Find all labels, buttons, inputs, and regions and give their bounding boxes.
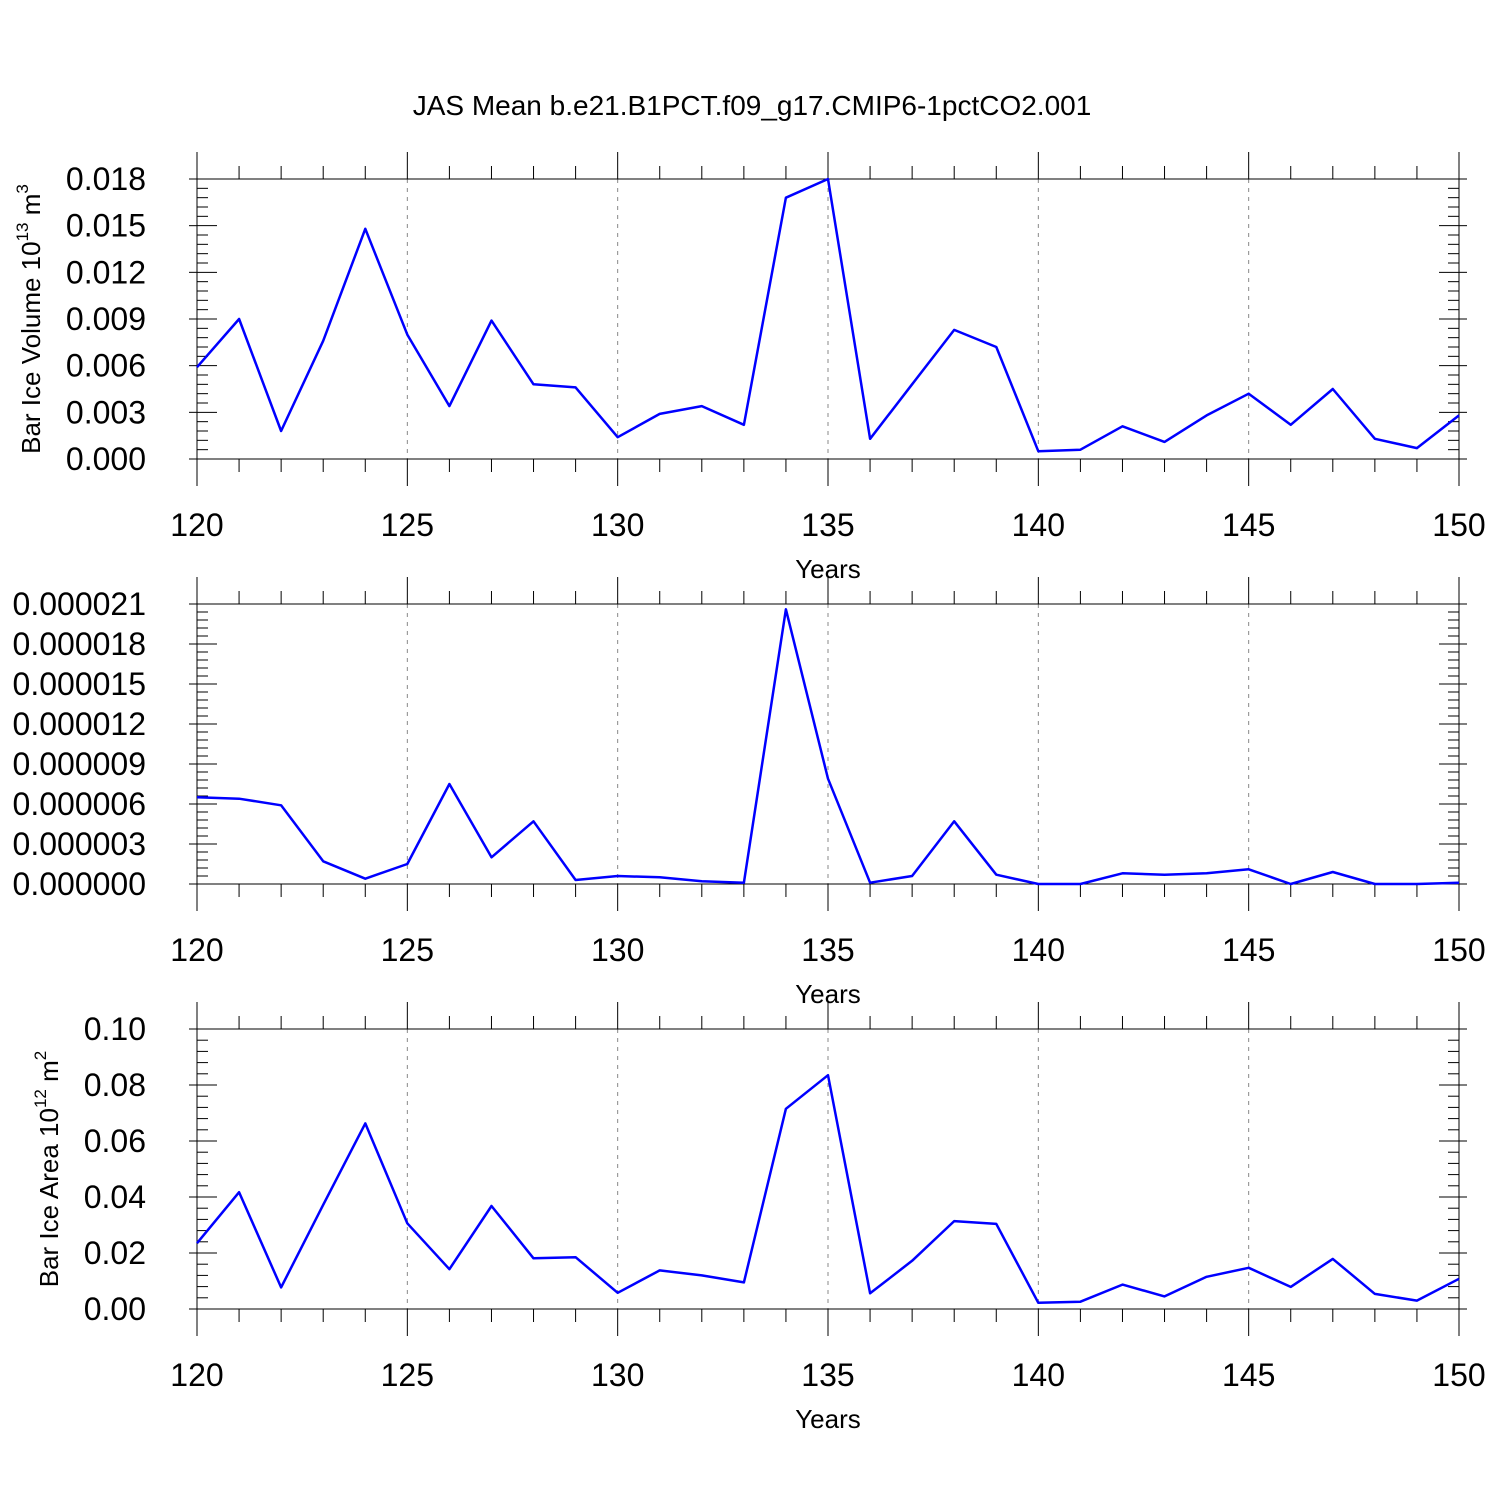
y-tick-label: 0.015 bbox=[66, 208, 146, 244]
x-tick-label: 125 bbox=[381, 932, 434, 968]
y-tick-label: 0.006 bbox=[66, 348, 146, 384]
y-tick-label: 0.000003 bbox=[13, 826, 146, 862]
x-tick-label: 135 bbox=[801, 507, 854, 543]
x-tick-label: 140 bbox=[1012, 932, 1065, 968]
x-tick-label: 120 bbox=[170, 932, 223, 968]
y-tick-label: 0.000021 bbox=[13, 586, 146, 622]
series-line bbox=[196, 608, 1460, 886]
y-axis-label: Bar Ice Volume 1013 m3 bbox=[13, 184, 46, 454]
x-tick-label: 140 bbox=[1012, 507, 1065, 543]
x-tick-label: 120 bbox=[170, 1357, 223, 1393]
x-axis-label: Years bbox=[795, 1404, 861, 1434]
chart-panel-1: 120 125 130 135 140 145 150 0.000 0.003 0.006 0.00… bbox=[13, 152, 1486, 584]
x-tick-label: 130 bbox=[591, 1357, 644, 1393]
x-tick-label: 125 bbox=[381, 1357, 434, 1393]
x-tick-label: 145 bbox=[1222, 507, 1275, 543]
x-tick-label: 130 bbox=[591, 507, 644, 543]
figure-title: JAS Mean b.e21.B1PCT.f09_g17.CMIP6-1pctC… bbox=[413, 90, 1092, 121]
x-tick-label: 150 bbox=[1432, 932, 1485, 968]
y-tick-label: 0.000018 bbox=[13, 626, 146, 662]
panels: 120 125 130 135 140 145 150 0.000 0.003 0.006 0.00… bbox=[13, 152, 1486, 1434]
chart-panel-2: 120 125 130 135 140 145 150 0.000000 0.000003 0.0… bbox=[13, 577, 1486, 1009]
y-tick-label: 0.000009 bbox=[13, 746, 146, 782]
x-tick-label: 145 bbox=[1222, 1357, 1275, 1393]
x-tick-label: 120 bbox=[170, 507, 223, 543]
y-tick-label: 0.000006 bbox=[13, 786, 146, 822]
y-tick-label: 0.08 bbox=[84, 1067, 146, 1103]
x-tick-label: 150 bbox=[1432, 1357, 1485, 1393]
x-tick-label: 150 bbox=[1432, 507, 1485, 543]
y-tick-label: 0.000015 bbox=[13, 666, 146, 702]
x-tick-label: 140 bbox=[1012, 1357, 1065, 1393]
y-axis-label: Bar Ice Area 1012 m2 bbox=[31, 1051, 64, 1288]
y-tick-label: 0.009 bbox=[66, 301, 146, 337]
x-tick-label: 135 bbox=[801, 1357, 854, 1393]
series-line bbox=[196, 177, 1460, 453]
series-line bbox=[196, 1073, 1460, 1305]
y-tick-label: 0.012 bbox=[66, 254, 146, 290]
y-tick-label: 0.00 bbox=[84, 1291, 146, 1327]
y-tick-label: 0.10 bbox=[84, 1011, 146, 1047]
x-tick-label: 130 bbox=[591, 932, 644, 968]
y-tick-label: 0.018 bbox=[66, 161, 146, 197]
x-tick-label: 135 bbox=[801, 932, 854, 968]
y-tick-label: 0.04 bbox=[84, 1179, 146, 1215]
y-tick-label: 0.003 bbox=[66, 394, 146, 430]
x-tick-label: 145 bbox=[1222, 932, 1275, 968]
y-tick-label: 0.000012 bbox=[13, 706, 146, 742]
y-tick-label: 0.02 bbox=[84, 1235, 146, 1271]
chart-panel-3: 120 125 130 135 140 145 150 0.00 0.02 0.04 0.06 0.0… bbox=[31, 1002, 1486, 1434]
y-tick-label: 0.000 bbox=[66, 441, 146, 477]
y-tick-label: 0.06 bbox=[84, 1123, 146, 1159]
y-tick-label: 0.000000 bbox=[13, 866, 146, 902]
x-tick-label: 125 bbox=[381, 507, 434, 543]
